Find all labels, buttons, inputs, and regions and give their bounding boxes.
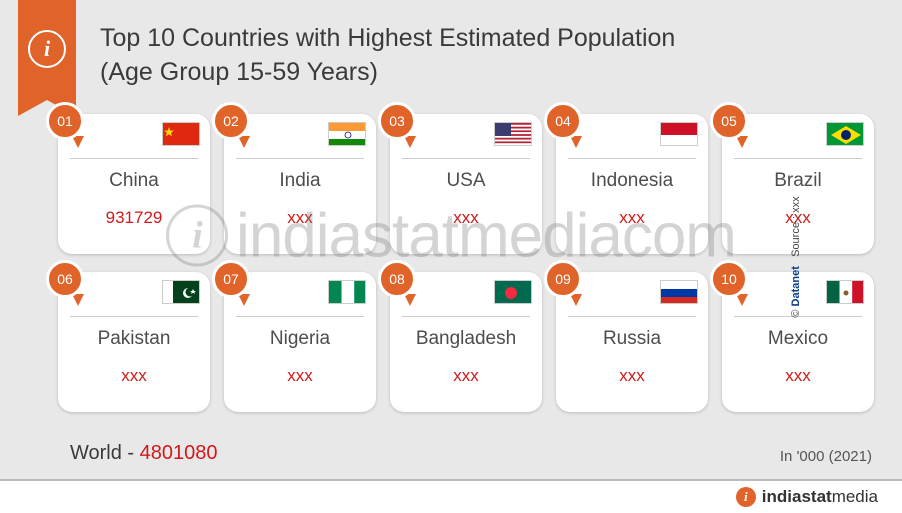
header-ribbon: i xyxy=(18,0,76,100)
unit-label: In '000 (2021) xyxy=(780,448,872,465)
footer-brand: indiastatmedia xyxy=(762,487,878,507)
country-name: USA xyxy=(390,170,542,192)
flag-icon xyxy=(162,122,200,146)
info-glyph: i xyxy=(44,36,50,62)
country-card: 02 India xxx xyxy=(224,114,376,254)
flag-icon xyxy=(328,122,366,146)
infographic-canvas: i Top 10 Countries with Highest Estimate… xyxy=(0,0,902,513)
country-card: 04 Indonesia xxx xyxy=(556,114,708,254)
card-divider xyxy=(70,158,198,159)
rank-badge: 01 xyxy=(46,102,84,140)
card-divider xyxy=(402,158,530,159)
country-value: xxx xyxy=(58,366,210,386)
infographic-title: Top 10 Countries with Highest Estimated … xyxy=(100,22,872,90)
flag-icon xyxy=(494,122,532,146)
flag-icon xyxy=(660,122,698,146)
flag-icon xyxy=(328,280,366,304)
country-value: xxx xyxy=(556,366,708,386)
rank-badge: 04 xyxy=(544,102,582,140)
title-line-1: Top 10 Countries with Highest Estimated … xyxy=(100,24,675,52)
country-name: Indonesia xyxy=(556,170,708,192)
card-divider xyxy=(70,316,198,317)
flag-icon xyxy=(826,280,864,304)
country-card: 03 USA xxx xyxy=(390,114,542,254)
card-divider xyxy=(568,316,696,317)
info-icon: i xyxy=(28,30,66,68)
country-value: xxx xyxy=(224,208,376,228)
rank-badge: 02 xyxy=(212,102,250,140)
country-name: India xyxy=(224,170,376,192)
footer-info-icon: i xyxy=(736,487,756,507)
rank-badge: 06 xyxy=(46,260,84,298)
side-source-caption: © Datanet Source : xxx xyxy=(790,157,802,357)
title-line-2: (Age Group 15-59 Years) xyxy=(100,58,378,86)
country-name: Pakistan xyxy=(58,328,210,350)
country-card: 09 Russia xxx xyxy=(556,272,708,412)
rank-badge: 05 xyxy=(710,102,748,140)
rank-badge: 03 xyxy=(378,102,416,140)
card-divider xyxy=(568,158,696,159)
country-name: Russia xyxy=(556,328,708,350)
rank-badge: 08 xyxy=(378,260,416,298)
country-card: 07 Nigeria xxx xyxy=(224,272,376,412)
country-card: 01 China 931729 xyxy=(58,114,210,254)
cards-grid: 01 China 931729 02 India xxx 03 USA xxx … xyxy=(58,114,878,412)
rank-badge: 07 xyxy=(212,260,250,298)
card-divider xyxy=(402,316,530,317)
world-summary: World - 4801080 xyxy=(70,442,218,465)
flag-icon xyxy=(826,122,864,146)
country-name: Nigeria xyxy=(224,328,376,350)
flag-icon xyxy=(660,280,698,304)
summary-sep: - xyxy=(122,442,140,464)
footer-bar: i indiastatmedia xyxy=(0,479,902,513)
country-name: China xyxy=(58,170,210,192)
country-value: xxx xyxy=(224,366,376,386)
country-name: Bangladesh xyxy=(390,328,542,350)
flag-icon xyxy=(162,280,200,304)
card-divider xyxy=(236,158,364,159)
country-value: 931729 xyxy=(58,208,210,228)
country-card: 06 Pakistan xxx xyxy=(58,272,210,412)
country-value: xxx xyxy=(556,208,708,228)
rank-badge: 09 xyxy=(544,260,582,298)
country-value: xxx xyxy=(390,208,542,228)
rank-badge: 10 xyxy=(710,260,748,298)
summary-value: 4801080 xyxy=(140,442,218,464)
country-value: xxx xyxy=(390,366,542,386)
summary-label: World xyxy=(70,442,122,464)
card-divider xyxy=(236,316,364,317)
country-card: 08 Bangladesh xxx xyxy=(390,272,542,412)
flag-icon xyxy=(494,280,532,304)
country-value: xxx xyxy=(722,366,874,386)
